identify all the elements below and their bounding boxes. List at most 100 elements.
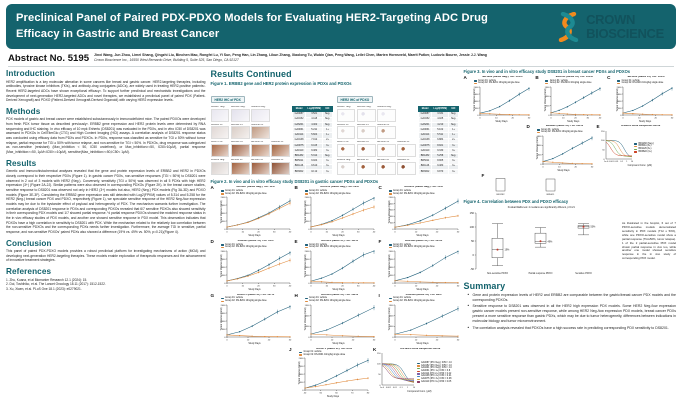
panel-title: GA0152 (HER2 Neg.) TGI: 29%: [320, 186, 359, 189]
svg-text:10: 10: [495, 117, 498, 119]
svg-text:2000: 2000: [617, 87, 623, 89]
x-axis-label: Study Days: [567, 120, 580, 124]
svg-text:20: 20: [435, 232, 438, 234]
ihc-image: [271, 106, 291, 120]
panel-letter: K: [373, 346, 377, 352]
svg-text:40: 40: [288, 285, 291, 287]
x-axis-label: Study Days: [416, 234, 429, 238]
table-row: BR5011 8.905 3+: [418, 158, 459, 165]
panel-letter: B: [535, 75, 539, 81]
legend-swatch: [634, 148, 637, 151]
svg-text:0: 0: [226, 339, 228, 341]
legend-swatch: [388, 190, 392, 192]
dose-chart-row: 0 50 100 150 1e-4 0.001 0.01 0.1 1 10 GA0087 (IHC …: [373, 351, 459, 391]
legend-label: Group 01: vehicle: [393, 243, 412, 246]
svg-text:20: 20: [575, 117, 578, 119]
chart-panel-d: D BR3822 (HER2 3+) TGI: 102% Group 01: veh…: [527, 124, 594, 172]
legend-item: Group 01: vehicle: [304, 190, 376, 193]
svg-text:20: 20: [341, 232, 344, 234]
ihc-cell: BR3822 3+: [397, 159, 417, 175]
svg-text:0: 0: [308, 283, 310, 285]
svg-text:1500: 1500: [388, 259, 394, 261]
section-heading-results: Results: [6, 158, 37, 168]
table-cell: 10.12: [304, 168, 324, 176]
panel-title: GA0114 (HER2 2+) TGI: 111%: [321, 240, 358, 243]
ihc-cell: BR0438 3+: [271, 141, 291, 158]
table-row: BR3822 9.970 3+: [418, 168, 459, 176]
panel-letter: E: [596, 124, 600, 130]
ihc-cell-label: BR5011 3+: [356, 158, 369, 161]
legend-item: Group 01: vehicle: [473, 80, 533, 83]
ihc-image: [230, 108, 250, 122]
expression-table: Model Log2(FPKM) IHC GA0087 3.331 Neg. GA0152 4…: [418, 105, 459, 176]
panel-letter: F: [378, 239, 382, 245]
plot-area: 0 500 1000 1500 2000 40 50 60 70 80: [296, 356, 370, 396]
ihc-image: [336, 144, 356, 158]
ihc-cell: GA0087 Neg.: [210, 106, 230, 122]
svg-text:500: 500: [537, 154, 541, 156]
table-row: GA0114 5.604 1+: [292, 132, 333, 139]
panel-title: GA0061 (HER2 1+) TGI: 31%: [237, 240, 274, 243]
legend-item: GA0075 (IHC 3+) IC50 = 0.08: [416, 378, 459, 381]
ihc-cell: BR5011 3+: [356, 158, 376, 175]
svg-text:0: 0: [392, 229, 394, 231]
legend-label: Group 02: DS-8201 10mg/kg single dose: [393, 192, 435, 195]
legend-label: Group 01: vehicle: [225, 243, 244, 246]
ihc-cell-label: GA0110 3+: [356, 141, 369, 144]
ihc-cell: [271, 106, 291, 122]
svg-text:1500: 1500: [473, 94, 479, 96]
section-heading-results-continued: Results Continued: [210, 69, 292, 79]
svg-text:30: 30: [456, 339, 459, 341]
figure-4-annotation: Kruskal-Wallis test: 2 medians are signi…: [507, 206, 575, 210]
svg-text:10: 10: [241, 285, 244, 287]
ihc-cell: GA0152 Neg.: [356, 106, 376, 122]
ihc-image-grid: GA0087 Neg. GA0152 Neg. GA6201 Neg. GA0061 …: [210, 106, 291, 175]
ihc-cell: BR1282 Neg.: [336, 158, 356, 175]
figure-3: A BR1282 (HER2 Neg.) TGI: 101% Group 01: v…: [464, 75, 677, 196]
ihc-cell: BR1458 3+: [251, 141, 270, 158]
x-axis-label: Study Days: [416, 341, 429, 345]
legend-swatch: [388, 300, 392, 303]
dose-chart-row: 0 50 100 150 1e-4 0.001 0.01 0.1 1 10 BR1282 (Neg.…: [597, 129, 677, 165]
expression-table: Model Log2(FPKM) IHC GA0087 3.521 Neg. GA0152 4…: [292, 105, 333, 176]
chart-panel-f: F GA0138 (HER2 2+) TGI: 101% Group 01: veh…: [378, 239, 460, 291]
ihc-cell-label: BR1282 Neg.: [210, 158, 225, 161]
svg-text:20: 20: [435, 339, 438, 341]
legend-item: Group 02: DS-8201 10mg/kg single dose: [617, 82, 676, 85]
legend-swatch: [304, 246, 308, 249]
svg-text:20: 20: [435, 285, 438, 287]
ihc-cell-label: GA0110 3+: [230, 141, 243, 144]
svg-text:1000: 1000: [473, 101, 479, 103]
legend-item: Group 01: vehicle: [304, 297, 376, 300]
svg-text:1500: 1500: [304, 259, 310, 261]
dose-response-legend: GA0087 (IHC Neg.) IC50 > 10 GA0152 (IHC N…: [416, 359, 459, 383]
ihc-image: [397, 124, 417, 138]
x-axis-label: Study Days: [495, 120, 508, 124]
svg-text:20: 20: [257, 232, 260, 234]
svg-text:1500: 1500: [304, 205, 310, 207]
legend-item: GA0138 (IHC 2+) IC50 = 0.21: [416, 375, 459, 378]
legend-item: Group 01: vehicle: [536, 129, 594, 132]
svg-text:20: 20: [351, 339, 354, 341]
legend-swatch: [388, 246, 392, 249]
abstract-row: Abstract No. 5195 Jinxi Wang, Jun Zhou, …: [8, 52, 674, 64]
svg-text:30: 30: [527, 117, 530, 119]
ihc-row: GA0087 Neg. GA0152 Neg. GA6201 Neg. GA0061 …: [210, 105, 333, 176]
plot-area: 0 500 1000 1500 0 10 20 30: [302, 303, 376, 343]
svg-text:1500: 1500: [220, 205, 226, 207]
ihc-cell-label: BR1282 Neg.: [336, 158, 351, 161]
chart-legend: Group 01: vehicle Group 02: DS-8201 10mg/…: [220, 190, 292, 195]
grid-spacer: [464, 125, 524, 172]
legend-swatch: [416, 370, 420, 373]
plot-area: 0 500 1000 1500 0 10 20 30: [534, 134, 594, 170]
svg-text:1500: 1500: [299, 366, 305, 368]
svg-text:100: 100: [377, 364, 381, 366]
legend-item: Group 02: DS-8201 10mg/kg single dose: [545, 82, 604, 85]
table-row: BR3822 10.12 3+: [292, 168, 333, 176]
legend-item: Group 02: DS-8201 10mg/kg single dose: [304, 193, 376, 196]
legend-item: Group 01: vehicle: [388, 190, 460, 193]
svg-text:50: 50: [320, 393, 323, 395]
